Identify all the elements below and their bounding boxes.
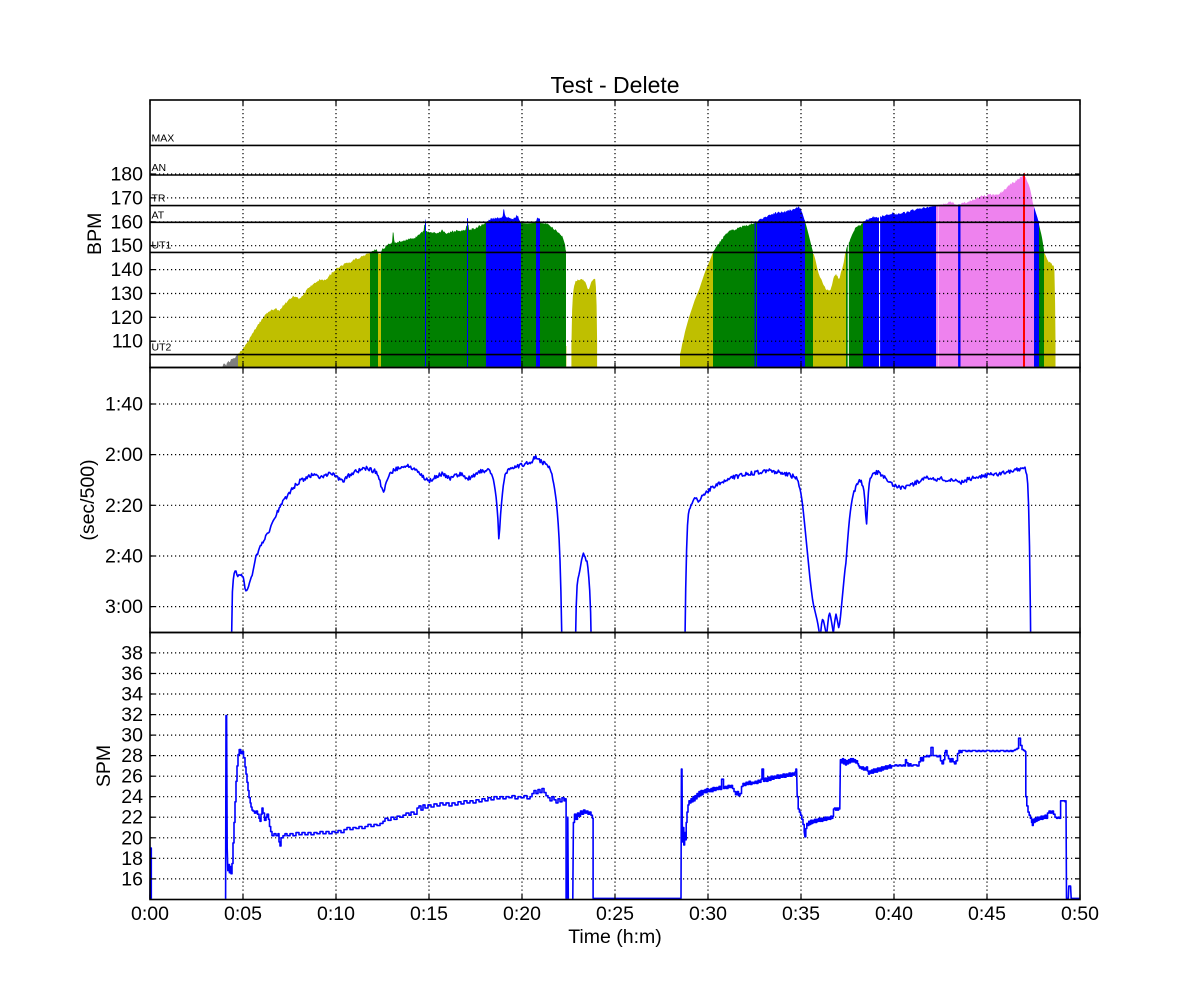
svg-text:2:40: 2:40 xyxy=(105,546,143,568)
svg-text:34: 34 xyxy=(121,684,143,706)
svg-text:(sec/500): (sec/500) xyxy=(77,459,99,540)
svg-text:30: 30 xyxy=(121,725,143,747)
svg-text:Time (h:m): Time (h:m) xyxy=(568,926,662,948)
svg-text:38: 38 xyxy=(121,642,143,664)
svg-text:0:45: 0:45 xyxy=(968,903,1006,925)
svg-text:BPM: BPM xyxy=(84,213,106,255)
svg-text:180: 180 xyxy=(110,164,143,186)
svg-text:16: 16 xyxy=(121,868,143,890)
svg-text:1:40: 1:40 xyxy=(105,394,143,416)
svg-text:AT: AT xyxy=(152,209,165,221)
svg-text:160: 160 xyxy=(110,211,143,233)
svg-text:0:50: 0:50 xyxy=(1061,903,1099,925)
svg-text:UT2: UT2 xyxy=(152,342,172,354)
svg-text:36: 36 xyxy=(121,663,143,685)
svg-text:UT1: UT1 xyxy=(152,239,172,251)
svg-text:120: 120 xyxy=(110,307,143,329)
svg-text:AN: AN xyxy=(152,162,167,174)
svg-text:24: 24 xyxy=(121,786,143,808)
svg-text:2:00: 2:00 xyxy=(105,444,143,466)
svg-text:18: 18 xyxy=(121,848,143,870)
svg-text:140: 140 xyxy=(110,259,143,281)
svg-text:0:35: 0:35 xyxy=(782,903,820,925)
svg-text:20: 20 xyxy=(121,827,143,849)
svg-text:MAX: MAX xyxy=(152,132,175,144)
svg-text:0:40: 0:40 xyxy=(875,903,913,925)
svg-text:TR: TR xyxy=(152,193,166,205)
svg-text:32: 32 xyxy=(121,704,143,726)
svg-text:0:15: 0:15 xyxy=(410,903,448,925)
svg-text:3:00: 3:00 xyxy=(105,596,143,618)
svg-text:130: 130 xyxy=(110,283,143,305)
svg-text:22: 22 xyxy=(121,807,143,829)
svg-text:150: 150 xyxy=(110,235,143,257)
svg-text:28: 28 xyxy=(121,745,143,767)
svg-text:26: 26 xyxy=(121,766,143,788)
svg-text:0:05: 0:05 xyxy=(224,903,262,925)
svg-text:170: 170 xyxy=(110,187,143,209)
svg-text:0:30: 0:30 xyxy=(689,903,727,925)
svg-text:0:00: 0:00 xyxy=(131,903,169,925)
svg-text:110: 110 xyxy=(112,331,143,353)
svg-text:0:25: 0:25 xyxy=(596,903,634,925)
svg-text:SPM: SPM xyxy=(93,745,115,787)
svg-text:0:20: 0:20 xyxy=(503,903,541,925)
svg-text:2:20: 2:20 xyxy=(105,495,143,517)
svg-text:0:10: 0:10 xyxy=(317,903,355,925)
svg-text:Test - Delete: Test - Delete xyxy=(550,72,679,98)
